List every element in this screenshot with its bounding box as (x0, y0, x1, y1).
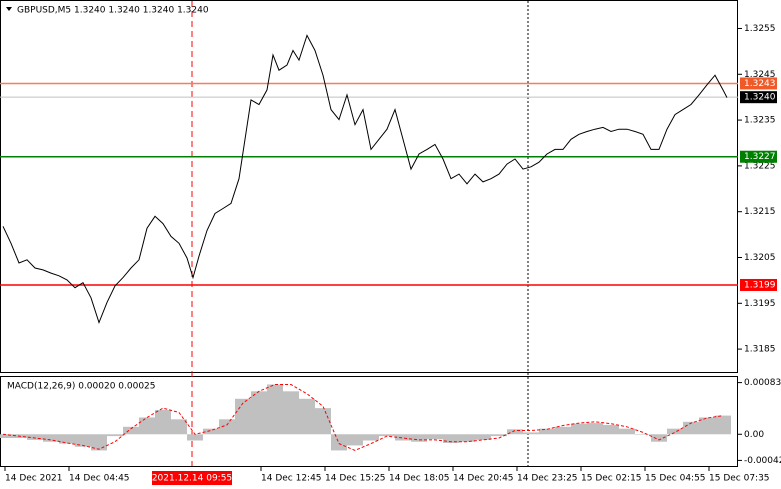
level-label: 1.3243 (744, 79, 776, 89)
level-label-box (740, 278, 777, 291)
level-label-box (740, 150, 777, 163)
x-tick-label: 15 Dec 07:35 (709, 474, 770, 484)
macd-bar (475, 434, 491, 440)
x-tick-label: 14 Dec 12:45 (261, 474, 322, 484)
macd-bar (107, 434, 123, 437)
y-tick-label: 1.3235 (744, 116, 776, 126)
macd-bar (363, 434, 379, 441)
macd-bar (347, 434, 363, 446)
macd-bar (219, 419, 235, 435)
macd-bar (395, 434, 411, 441)
signal-line (2, 384, 724, 451)
macd-bar (139, 417, 155, 435)
level-label: 1.3227 (744, 152, 776, 162)
y-tick-label: 1.3215 (744, 207, 776, 217)
level-label-box (740, 91, 777, 104)
macd-bar (427, 434, 443, 440)
macd-panel (0, 376, 738, 467)
macd-bar (699, 417, 715, 435)
macd-bar (235, 398, 251, 435)
macd-bar (411, 434, 427, 442)
x-tick-label: 14 Dec 23:25 (517, 474, 578, 484)
macd-bar (315, 408, 331, 435)
x-tick-label: 14 Dec 15:25 (325, 474, 386, 484)
macd-bar (571, 423, 587, 435)
macd-bar (155, 409, 171, 435)
x-tick-label: 14 Dec 04:45 (69, 474, 130, 484)
macd-bar (331, 434, 347, 451)
macd-bar (283, 391, 299, 435)
price-panel (0, 0, 738, 373)
macd-bar (587, 423, 603, 435)
x-tick-label: 15 Dec 02:15 (581, 474, 642, 484)
chart-title: GBPUSD,M5 1.3240 1.3240 1.3240 1.3240 (17, 6, 209, 16)
y-tick-label: 0.00 (744, 430, 764, 440)
macd-bar (651, 434, 667, 442)
level-label: 1.3199 (744, 280, 776, 290)
x-tick-label: 15 Dec 04:55 (645, 474, 706, 484)
macd-bar (715, 415, 731, 435)
macd-bar (603, 424, 619, 435)
macd-bar (27, 434, 43, 440)
price-line (2, 34, 728, 324)
macd-bar (539, 428, 555, 435)
macd-bar (123, 426, 139, 435)
macd-bar (75, 434, 91, 447)
macd-bar (619, 428, 635, 435)
macd-bar (667, 428, 683, 435)
macd-bar (443, 434, 459, 443)
crosshair-label: 2021.12.14 09:55 (152, 474, 232, 484)
y-tick-label: 1.3195 (744, 299, 776, 309)
macd-bar (555, 426, 571, 435)
macd-bar (635, 434, 651, 435)
y-tick-label: 0.00083 (744, 378, 781, 388)
y-tick-label: 1.3225 (744, 161, 776, 171)
collapse-icon (6, 7, 12, 11)
macd-bar (0, 434, 11, 438)
macd-bar (187, 434, 203, 441)
macd-bar (43, 434, 59, 442)
level-label-box (740, 77, 777, 90)
macd-bar (251, 391, 267, 435)
macd-bar (459, 434, 475, 442)
macd-bar (523, 432, 539, 435)
macd-title: MACD(12,26,9) 0.00020 0.00025 (7, 382, 156, 392)
macd-bar (267, 384, 283, 435)
macd-bar (171, 419, 187, 435)
level-label: 1.3240 (744, 93, 776, 103)
y-tick-label: 1.3245 (744, 70, 776, 80)
y-tick-label: 1.3205 (744, 253, 776, 263)
macd-bar (491, 434, 507, 437)
macd-bar (59, 434, 75, 444)
macd-bar (507, 429, 523, 435)
crosshair-label-box (152, 471, 232, 485)
y-tick-label: 1.3185 (744, 345, 776, 355)
macd-bar (91, 434, 107, 451)
macd-bar (203, 428, 219, 435)
y-tick-label: 1.3255 (744, 24, 776, 34)
x-tick-label: 14 Dec 20:45 (453, 474, 514, 484)
macd-bar (379, 434, 395, 437)
macd-bar (299, 398, 315, 435)
x-tick-label: 14 Dec 18:05 (389, 474, 450, 484)
x-tick-label: 14 Dec 2021 (5, 474, 63, 484)
y-tick-label: -0.00042 (744, 456, 781, 466)
